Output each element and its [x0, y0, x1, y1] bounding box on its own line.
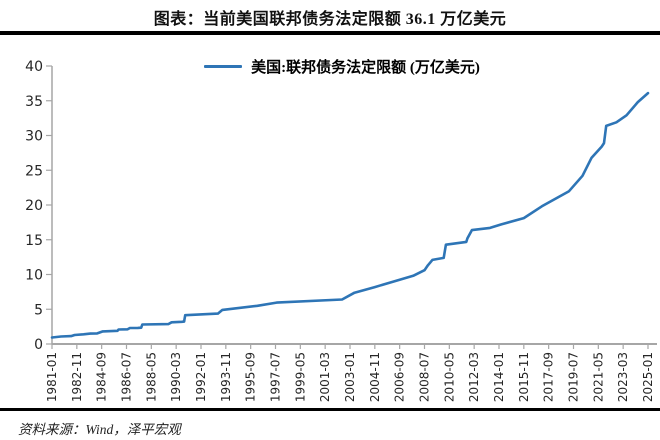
bottom-rule [0, 408, 660, 411]
x-tick-label: 2025-01 [641, 352, 655, 402]
x-tick-label: 1992-01 [194, 352, 208, 402]
y-tick-label: 30 [25, 129, 43, 145]
x-tick-label: 1984-09 [95, 352, 109, 402]
legend-label: 美国:联邦债务法定限额 (万亿美元) [251, 60, 480, 76]
x-tick-label: 2012-03 [467, 352, 481, 402]
x-tick-label: 2003-01 [343, 352, 357, 402]
x-tick-label: 2017-09 [542, 352, 556, 402]
y-tick-label: 40 [25, 59, 43, 75]
x-tick-label: 1995-09 [244, 352, 258, 402]
x-tick-label: 2001-03 [318, 352, 332, 402]
chart-area: 0 5 10 15 20 25 30 35 40 1981-01 1982-11 1984-09 198… [0, 35, 660, 408]
legend: 美国:联邦债务法定限额 (万亿美元) [12, 56, 660, 77]
x-tick-label: 2019-07 [566, 352, 580, 402]
legend-line-swatch [204, 65, 243, 68]
x-tick-label: 1986-07 [119, 352, 133, 402]
x-tick-label: 1993-11 [219, 352, 233, 402]
top-rule [0, 31, 660, 35]
x-tick-label: 1981-01 [45, 352, 59, 402]
source-note: 资料来源：Wind，泽平宏观 [18, 422, 181, 437]
x-tick-label: 2004-11 [368, 352, 382, 402]
x-tick-label: 1982-11 [70, 352, 84, 402]
x-tick-label: 1988-05 [144, 352, 158, 402]
x-tick-label: 2008-07 [417, 352, 431, 402]
x-tick-label: 2006-09 [393, 352, 407, 402]
y-tick-label: 35 [25, 94, 43, 110]
page-title: 图表：当前美国联邦债务法定限额 36.1 万亿美元 [153, 11, 507, 28]
x-tick-label: 1999-05 [293, 352, 307, 402]
x-tick-label: 1990-03 [169, 352, 183, 402]
line-chart: 0 5 10 15 20 25 30 35 40 1981-01 1982-11 1984-09 198… [25, 59, 657, 402]
x-tick-label: 2015-11 [517, 352, 531, 402]
x-tick-label: 2010-05 [442, 352, 456, 402]
y-tick-label: 25 [25, 163, 43, 179]
x-tick-label: 2014-01 [492, 352, 506, 402]
y-tick-label: 10 [25, 268, 43, 284]
y-tick-label: 20 [25, 198, 43, 214]
x-tick-label: 1997-07 [268, 352, 282, 402]
y-tick-label: 15 [25, 233, 43, 249]
y-tick-label: 5 [34, 302, 43, 318]
y-tick-label: 0 [34, 337, 43, 353]
debt-limit-line [50, 91, 650, 339]
x-tick-label: 2023-03 [616, 352, 630, 402]
x-tick-label: 2021-05 [591, 352, 605, 402]
